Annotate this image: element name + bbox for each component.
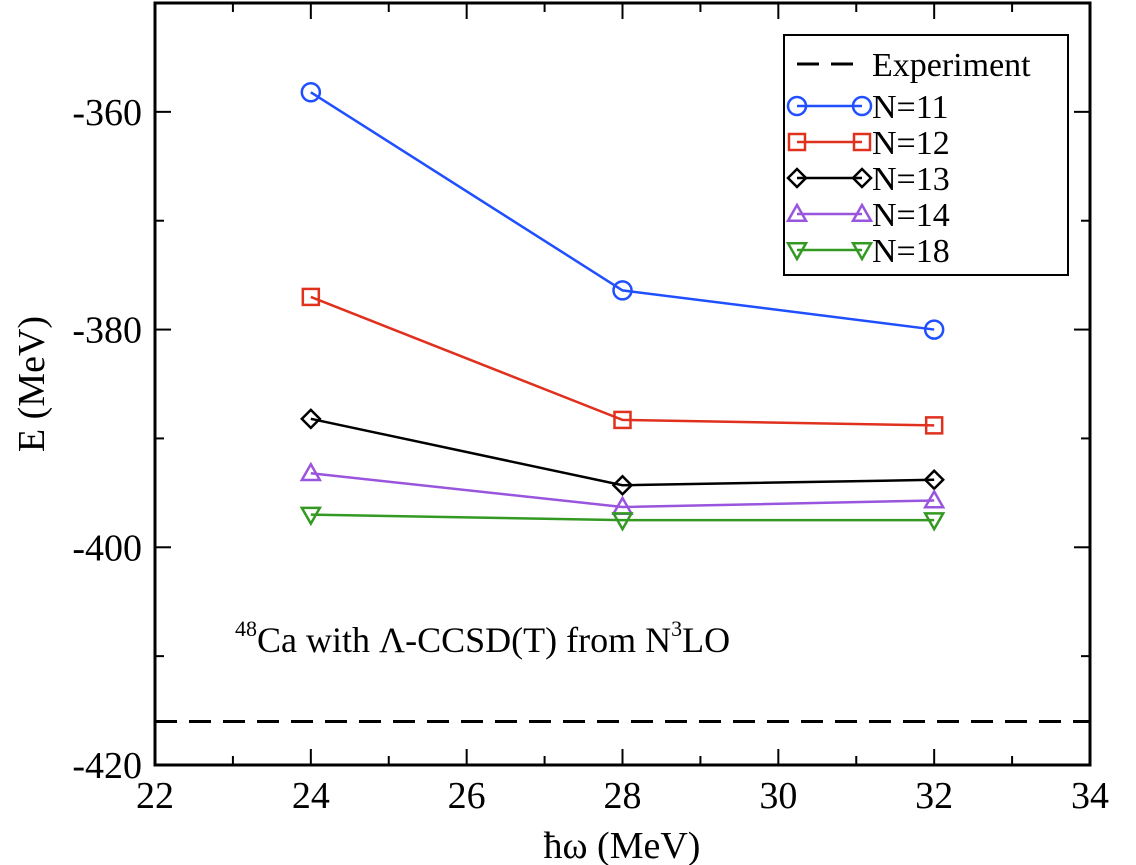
data-point-n-11 (612, 280, 633, 301)
legend-marker-n-14 (785, 202, 809, 222)
y-tick-label: -420 (72, 745, 142, 787)
y-tick-label: -380 (72, 310, 142, 352)
y-axis-title: E (MeV) (11, 316, 53, 452)
axis-tick-labels: 22 24 26 28 30 32 34 -360 -380 -400 -420 (72, 92, 1109, 817)
legend-label-n-14: N=14 (872, 197, 950, 234)
legend-marker-n-18 (850, 242, 874, 262)
series-line-n-13 (310, 417, 935, 487)
data-series (299, 82, 946, 532)
legend-marker-n-12 (852, 132, 872, 152)
data-point-n-12 (924, 416, 944, 435)
series-n-18 (299, 506, 946, 532)
legend-marker-n-11 (851, 95, 873, 117)
legend-item-experiment: Experiment (797, 47, 1031, 84)
data-point-n-12 (613, 410, 632, 430)
data-point-n-11 (300, 82, 322, 103)
data-point-n-14 (923, 488, 946, 509)
x-tick-label: 24 (292, 775, 330, 817)
x-tick-label: 26 (448, 775, 486, 817)
series-line-n-18 (310, 513, 935, 522)
legend-item-n-14: N=14 (785, 197, 950, 234)
data-point-n-11 (923, 319, 945, 340)
legend-item-n-12: N=12 (787, 125, 950, 162)
chart-annotation: 48Ca with Λ-CCSD(T) from N3LO (235, 616, 730, 660)
legend-item-n-18: N=18 (785, 233, 950, 270)
data-point-n-13 (611, 474, 634, 497)
series-n-14 (299, 461, 946, 516)
annotation-main-text: Ca with Λ-CCSD(T) from N (257, 620, 671, 660)
y-tick-label: -360 (72, 92, 142, 134)
series-n-11 (300, 82, 945, 340)
x-tick-label: 28 (604, 775, 642, 817)
data-point-n-13 (923, 469, 945, 491)
legend-label-n-11: N=11 (872, 89, 948, 126)
y-tick-label: -400 (72, 527, 142, 569)
annotation-mass-number: 48 (235, 616, 257, 641)
data-point-n-14 (299, 461, 322, 482)
annotation-suffix-text: LO (682, 620, 730, 660)
legend-label-n-13: N=13 (872, 161, 950, 198)
annotation-order-superscript: 3 (671, 616, 682, 641)
series-line-n-11 (310, 91, 935, 331)
x-tick-label: 22 (136, 775, 174, 817)
series-line-n-14 (310, 472, 935, 509)
legend-items: Experiment N=11N=12N=13N=14N=18 (785, 47, 1031, 270)
x-axis-title: ħω (MeV) (544, 825, 701, 865)
legend-marker-n-13 (786, 167, 808, 189)
data-point-n-18 (611, 512, 634, 532)
axis-ticks (154, 3, 1091, 766)
legend-label-experiment: Experiment (872, 47, 1031, 84)
legend-marker-n-13 (851, 167, 873, 189)
legend: Experiment N=11N=12N=13N=14N=18 (783, 34, 1069, 276)
legend-marker-n-18 (785, 242, 809, 262)
legend-item-n-11: N=11 (786, 89, 948, 126)
series-n-12 (301, 287, 944, 435)
x-tick-label: 32 (915, 775, 953, 817)
legend-box (783, 34, 1069, 276)
x-tick-label: 30 (759, 775, 797, 817)
series-n-13 (300, 408, 945, 497)
legend-marker-n-12 (787, 132, 807, 152)
data-point-n-18 (299, 506, 322, 527)
data-point-n-18 (923, 512, 946, 532)
x-tick-label: 34 (1071, 775, 1109, 817)
legend-marker-n-11 (786, 95, 808, 117)
legend-item-n-13: N=13 (786, 161, 950, 198)
series-line-n-12 (310, 295, 935, 427)
data-point-n-12 (301, 287, 321, 307)
legend-label-n-12: N=12 (872, 125, 950, 162)
legend-marker-n-14 (850, 202, 874, 222)
legend-label-n-18: N=18 (872, 233, 950, 270)
data-point-n-13 (300, 408, 322, 430)
